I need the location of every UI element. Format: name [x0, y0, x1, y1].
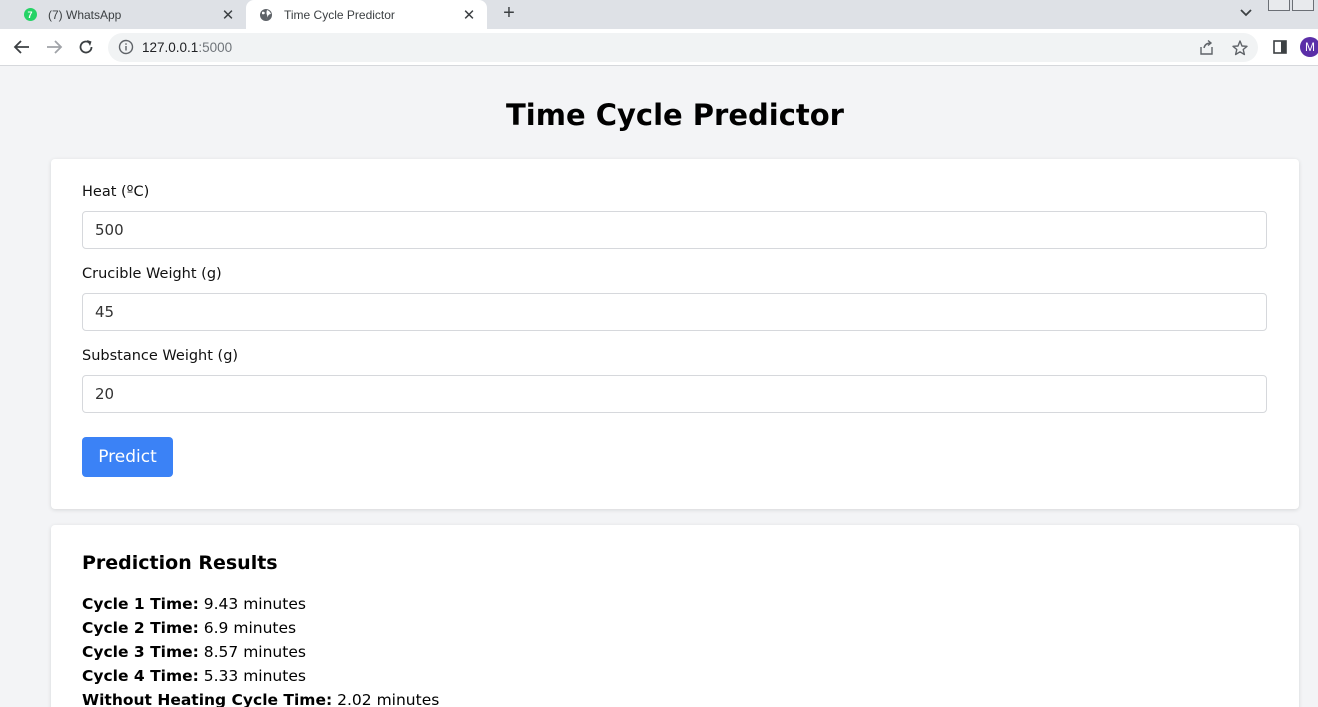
- results-title: Prediction Results: [82, 552, 278, 574]
- profile-avatar[interactable]: M: [1300, 37, 1318, 57]
- globe-icon: [258, 7, 274, 23]
- tab-whatsapp[interactable]: 7 (7) WhatsApp ✕: [10, 0, 246, 29]
- result-label: Cycle 2 Time:: [82, 619, 199, 637]
- result-cycle-4: Cycle 4 Time: 5.33 minutes: [82, 667, 306, 685]
- address-bar[interactable]: 127.0.0.1:5000: [108, 33, 1258, 62]
- heat-label: Heat (ºC): [82, 184, 150, 200]
- crucible-weight-label: Crucible Weight (g): [82, 266, 222, 282]
- page-title: Time Cycle Predictor: [506, 98, 844, 132]
- tab-title: Time Cycle Predictor: [284, 7, 395, 22]
- close-tab-icon[interactable]: ✕: [221, 6, 235, 24]
- bookmark-star-icon[interactable]: [1231, 39, 1249, 57]
- prediction-form-card: Heat (ºC) 500 Crucible Weight (g) 45 Sub…: [51, 159, 1299, 509]
- result-cycle-3: Cycle 3 Time: 8.57 minutes: [82, 643, 306, 661]
- minimize-icon[interactable]: [1268, 0, 1290, 11]
- side-panel-icon[interactable]: [1268, 35, 1292, 59]
- result-label: Without Heating Cycle Time:: [82, 691, 333, 707]
- back-arrow-icon[interactable]: [10, 35, 34, 59]
- url-host: 127.0.0.1: [142, 40, 199, 55]
- restore-icon[interactable]: [1292, 0, 1314, 11]
- browser-tab-strip: 7 (7) WhatsApp ✕ Time Cycle Predictor ✕ …: [0, 0, 1318, 29]
- notification-badge: 7: [23, 8, 37, 21]
- result-value: 5.33 minutes: [203, 667, 306, 685]
- whatsapp-icon: 7: [22, 7, 38, 23]
- new-tab-button[interactable]: +: [503, 1, 515, 24]
- tab-title: (7) WhatsApp: [48, 7, 122, 22]
- result-without-heating: Without Heating Cycle Time: 2.02 minutes: [82, 691, 439, 707]
- predict-button[interactable]: Predict: [82, 437, 173, 477]
- tab-time-cycle-predictor[interactable]: Time Cycle Predictor ✕: [246, 0, 487, 29]
- heat-input[interactable]: 500: [82, 211, 1267, 249]
- browser-toolbar: 127.0.0.1:5000 M: [0, 29, 1318, 66]
- result-value: 6.9 minutes: [203, 619, 297, 637]
- prediction-results-card: Prediction Results Cycle 1 Time: 9.43 mi…: [51, 525, 1299, 707]
- result-label: Cycle 4 Time:: [82, 667, 199, 685]
- info-icon[interactable]: [118, 39, 134, 55]
- reload-icon[interactable]: [74, 35, 98, 59]
- window-controls[interactable]: [1268, 0, 1318, 12]
- result-label: Cycle 3 Time:: [82, 643, 199, 661]
- close-tab-icon[interactable]: ✕: [462, 6, 476, 24]
- result-value: 2.02 minutes: [337, 691, 440, 707]
- result-cycle-2: Cycle 2 Time: 6.9 minutes: [82, 619, 296, 637]
- substance-weight-input[interactable]: 20: [82, 375, 1267, 413]
- url-port: :5000: [198, 40, 233, 55]
- result-value: 9.43 minutes: [203, 595, 306, 613]
- chevron-down-icon[interactable]: [1236, 4, 1256, 22]
- share-icon[interactable]: [1198, 39, 1216, 57]
- substance-weight-label: Substance Weight (g): [82, 348, 239, 364]
- result-value: 8.57 minutes: [203, 643, 306, 661]
- forward-arrow-icon[interactable]: [42, 35, 66, 59]
- url-text: 127.0.0.1:5000: [142, 33, 232, 62]
- crucible-weight-input[interactable]: 45: [82, 293, 1267, 331]
- result-label: Cycle 1 Time:: [82, 595, 199, 613]
- result-cycle-1: Cycle 1 Time: 9.43 minutes: [82, 595, 306, 613]
